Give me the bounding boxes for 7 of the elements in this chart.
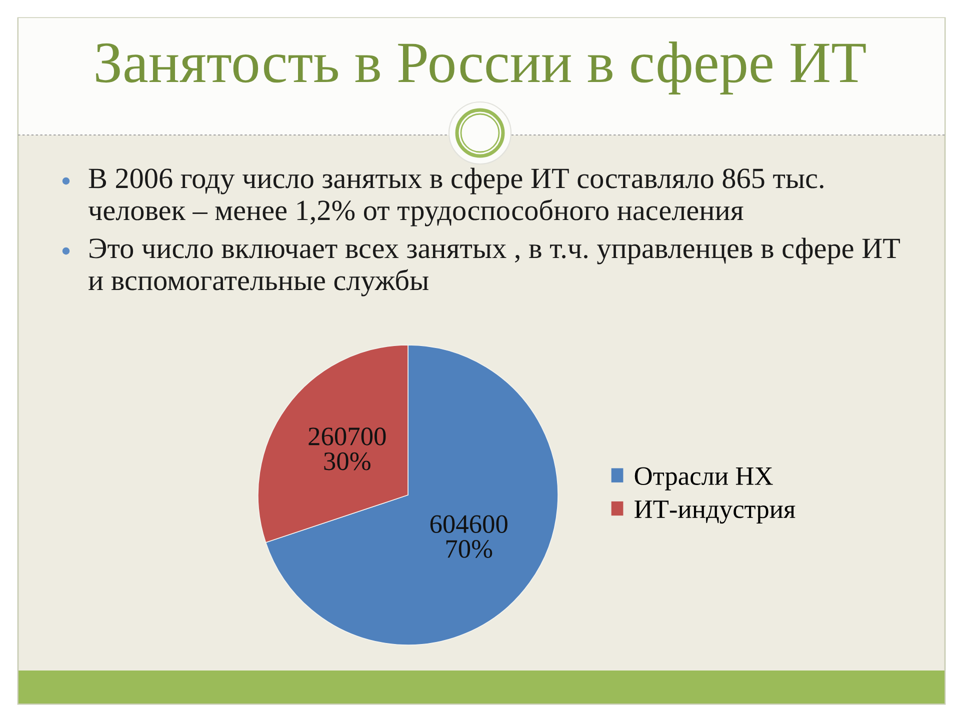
text: Это число включает всех занятых , в т.ч. управленцев в сфере ИТ и вспомогательные службы — [88, 238, 900, 296]
data-label: 604600 70% — [430, 515, 508, 558]
legend-label: ИТ-индустрия — [634, 500, 796, 524]
text: В 2006 году число занятых в сфере ИТ составляло 865 тыс. человек – менее 1,2% от трудоспособного населения — [88, 168, 824, 226]
data-label: 260700 30% — [308, 428, 386, 470]
legend-label: Отрасли НХ — [634, 467, 773, 490]
chart-title: Занятость в России в сфере ИТ — [96, 42, 866, 94]
